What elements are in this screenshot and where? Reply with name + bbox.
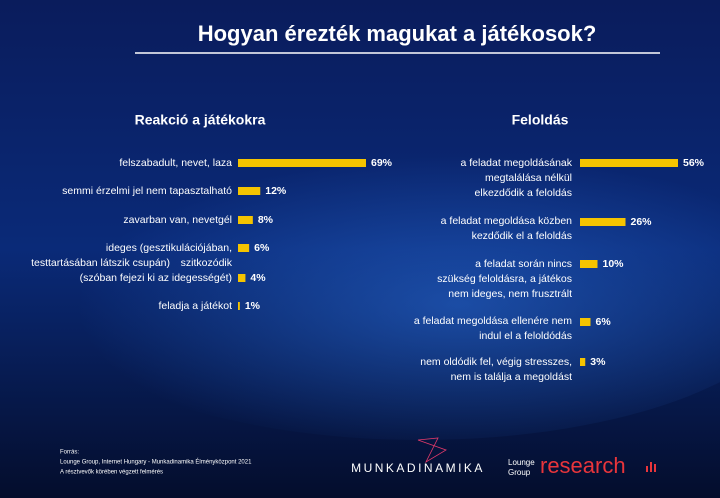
category-label: felszabadult, nevet, laza (119, 157, 232, 169)
value-label: 6% (254, 242, 270, 254)
bar (580, 218, 626, 226)
research-logo-bars (646, 462, 656, 472)
category-label: nem ideges, nem frusztrált (448, 288, 572, 300)
category-label: zavarban van, nevetgél (123, 214, 232, 226)
category-label: testtartásában látszik csupán) (31, 257, 170, 269)
lounge-logo: Group (508, 468, 531, 477)
category-label: a feladat megoldásának (461, 157, 573, 169)
value-label: 10% (603, 258, 625, 270)
logo-bar (650, 462, 652, 472)
category-label: szükség feloldásra, a játékos (437, 273, 572, 285)
bar (238, 302, 240, 310)
category-label: semmi érzelmi jel nem tapasztalható (62, 185, 232, 197)
value-label: 1% (245, 300, 261, 312)
note: A résztvevők körében végzett felmérés (60, 470, 163, 476)
chart-title: Reakció a játékokra (135, 112, 266, 128)
logo-text: MUNKADINAMIKA (351, 461, 485, 475)
category-label: ideges (gesztikulációjában, (106, 242, 232, 254)
category-label: a feladat során nincs (475, 258, 572, 270)
category-label: a feladat megoldása közben (441, 215, 573, 227)
source-label: Forrás: (60, 450, 79, 456)
category-label: szitkozódik (181, 257, 233, 269)
value-label: 6% (596, 316, 612, 328)
category-label: nem oldódik fel, végig stresszes, (420, 356, 572, 368)
bar (580, 318, 591, 326)
source: Lounge Group, Internet Hungary - Munkadi… (60, 459, 252, 466)
logo-bar (654, 464, 656, 472)
category-label: (szóban fejezi ki az idegességét) (80, 272, 232, 284)
category-label: feladja a játékot (158, 300, 232, 312)
category-label: a feladat megoldása ellenére nem (414, 315, 572, 327)
bar (238, 216, 253, 224)
lounge-logo: Lounge (508, 458, 535, 467)
category-label: indul el a feloldódás (479, 330, 572, 342)
bar (238, 159, 366, 167)
logo-bar (646, 466, 648, 472)
background-glow (40, 140, 720, 440)
value-label: 26% (631, 216, 653, 228)
bar (580, 159, 678, 167)
bar (580, 260, 598, 268)
value-label: 12% (265, 185, 287, 197)
value-label: 69% (371, 157, 393, 169)
category-label: elkezdődik a feloldás (475, 187, 572, 199)
value-label: 56% (683, 157, 705, 169)
bar (580, 358, 586, 366)
page-title: Hogyan érezték magukat a játékosok? (198, 21, 597, 46)
bar (238, 244, 250, 252)
value-label: 4% (250, 272, 266, 284)
bar (238, 187, 261, 195)
category-label: kezdődik el a feloldás (472, 230, 572, 242)
bar (238, 274, 246, 282)
research-logo: research (540, 453, 626, 478)
value-label: 3% (590, 356, 606, 368)
munkadinamika-logo: MUNKADINAMIKA (351, 437, 485, 475)
value-label: 8% (258, 214, 274, 226)
category-label: megtalálása nélkül (485, 172, 572, 184)
logo-shape (417, 437, 447, 464)
category-label: nem is találja a megoldást (451, 371, 572, 383)
chart-title: Feloldás (512, 112, 569, 128)
